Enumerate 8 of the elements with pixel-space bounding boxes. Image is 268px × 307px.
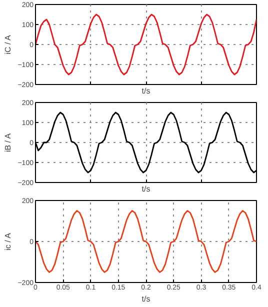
line-series xyxy=(36,14,256,76)
x-axis-title: t/s xyxy=(142,294,150,304)
line-series xyxy=(36,210,256,273)
y-axis-title: iC / A xyxy=(4,34,13,54)
y-axis-title: ic / A xyxy=(4,232,13,250)
x-axis-title: t/s xyxy=(142,184,150,194)
y-axis-title: iB / A xyxy=(4,132,13,152)
x-axis-title: t/s xyxy=(142,86,150,96)
